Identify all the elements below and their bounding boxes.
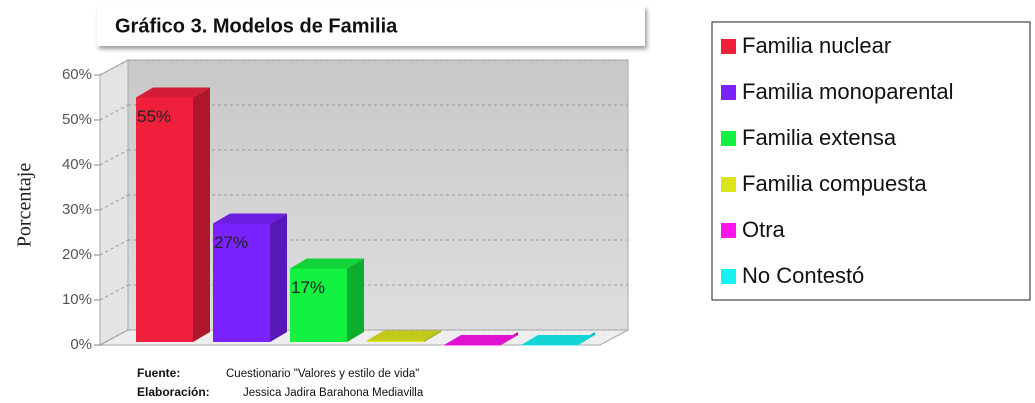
y-tick-label: 10% [62,291,92,308]
bar-top [213,213,287,224]
y-tick-label: 50% [62,111,92,128]
value-label: 55% [137,107,171,126]
bar-side [424,330,441,342]
bar-top [444,335,518,345]
bar-side [193,87,210,342]
bar [367,340,424,342]
legend [711,21,1031,301]
source-label: Fuente: [137,366,180,380]
y-tick-label: 0% [70,336,92,353]
legend-swatch [721,131,736,146]
grid-line [99,59,129,76]
bar-top [290,258,364,269]
grid-line [99,104,129,121]
y-tick-label: 40% [62,156,92,173]
value-label: 27% [214,233,248,252]
bar-top [367,330,441,341]
side-wall [99,59,129,346]
author: Jessica Jadira Barahona Mediavilla [243,387,424,399]
legend-swatch [721,269,736,284]
legend-swatch [721,177,736,192]
legend-label: Familia monoparental [742,79,954,104]
grid-line [99,194,129,211]
y-tick-label: 20% [62,246,92,263]
legend-label: Familia nuclear [742,33,891,58]
chart-title: Gráfico 3. Modelos de Familia [115,15,398,37]
legend-label: Otra [742,217,786,242]
bar [213,223,270,342]
grid-line [99,149,129,166]
legend-label: Familia extensa [742,125,897,150]
bar-side [270,213,287,342]
legend-label: Familia compuesta [742,171,927,196]
y-axis-label: Porcentaje [14,163,36,248]
bar [444,345,501,346]
legend-swatch [721,223,736,238]
y-tick-label: 30% [62,201,92,218]
title-box [97,6,645,46]
legend-label: No Contestó [742,263,864,288]
bar-side [347,258,364,342]
grid-line [99,329,129,346]
bar [521,345,578,346]
bar [136,97,193,342]
author-label: Elaboración: [137,385,210,399]
value-label: 17% [291,278,325,297]
bar-top [136,87,210,98]
y-tick-label: 60% [62,66,92,83]
grid-line [99,284,129,301]
bar [290,268,347,342]
grid-line [99,239,129,256]
legend-swatch [721,39,736,54]
legend-swatch [721,85,736,100]
bar-top [521,335,595,345]
source: Cuestionario "Valores y estilo de vida" [226,368,419,380]
